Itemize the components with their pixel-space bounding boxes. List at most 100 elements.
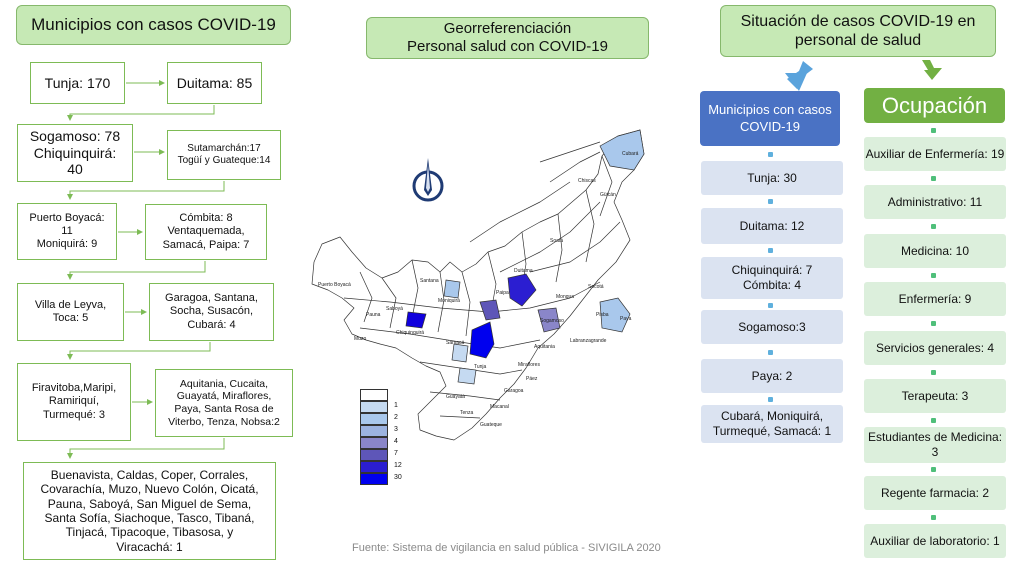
map-label-labranzagrande: Labranzagrande	[570, 338, 607, 344]
region-cubara	[599, 129, 645, 171]
region-sogamoso	[537, 307, 561, 333]
connector-dot	[931, 321, 936, 326]
legend-swatch	[360, 389, 388, 401]
municipios-title: Municipios con casos COVID-19	[16, 5, 291, 45]
map-label-guateque: Guateque	[480, 422, 502, 428]
map-label-tenza: Tenza	[460, 410, 474, 416]
legend-label: 3	[394, 426, 398, 433]
municipio-chiquinquira-combita: Chiquinquirá: 7 Cómbita: 4	[701, 257, 843, 299]
ocupacion-regente-farmacia: Regente farmacia: 2	[864, 476, 1006, 510]
connector-dot	[931, 273, 936, 278]
map-label-chiscas: Chiscas	[578, 178, 596, 184]
box-puerto-boyaca: Puerto Boyacá: 11 Moniquirá: 9	[17, 203, 117, 260]
legend-label: 4	[394, 438, 398, 445]
region-paya	[599, 297, 631, 333]
source-caption: Fuente: Sistema de vigilancia en salud p…	[352, 542, 661, 554]
connector-dot	[768, 152, 773, 157]
municipio-tunja: Tunja: 30	[701, 161, 843, 195]
legend-label: 30	[394, 474, 402, 481]
ocupacion-servicios-generales: Servicios generales: 4	[864, 331, 1006, 365]
map-label-guayata: Guayatá	[446, 394, 465, 400]
ocupacion-terapeuta: Terapeuta: 3	[864, 379, 1006, 413]
box-sogamoso-chiquinquira: Sogamoso: 78 Chiquinquirá: 40	[17, 124, 133, 182]
region-chiquinquira	[405, 311, 427, 329]
box-combita: Cómbita: 8 Ventaquemada, Samacá, Paipa: …	[145, 204, 267, 260]
map-label-cubara: Cubará	[622, 151, 639, 157]
region-duitama	[507, 273, 537, 307]
connector-dot	[768, 199, 773, 204]
region-moniquira	[443, 279, 461, 299]
connector-dot	[931, 176, 936, 181]
legend-swatch	[360, 413, 388, 425]
map-label-muzo: Muzo	[354, 336, 366, 342]
map-label-paez: Páez	[526, 376, 538, 382]
legend-label: 7	[394, 450, 398, 457]
connector-dot	[768, 303, 773, 308]
connector-dot	[931, 418, 936, 423]
municipios-header: Municipios con casos COVID-19	[700, 91, 840, 146]
region-combita	[479, 299, 501, 321]
map-label-sogamoso: Sogamoso	[540, 318, 564, 324]
legend-swatch	[360, 449, 388, 461]
map-label-saboya: Saboyá	[386, 306, 403, 312]
legend-swatch	[360, 473, 388, 485]
map-label-santana: Santana	[420, 278, 439, 284]
map-label-socota: Socotá	[588, 284, 604, 290]
municipio-paya: Paya: 2	[701, 359, 843, 393]
connector-dot	[768, 248, 773, 253]
ocupacion-administrativo: Administrativo: 11	[864, 185, 1006, 219]
connector-dot	[931, 128, 936, 133]
map-label-samaca: Samacá	[446, 340, 465, 346]
map-label-aquitania: Aquitania	[534, 344, 555, 350]
map-label-mongua: Mongua	[556, 294, 574, 300]
map-label-miraflores: Miraflores	[518, 362, 540, 368]
legend-label: 1	[394, 402, 398, 409]
box-duitama: Duitama: 85	[167, 62, 262, 104]
green-down-arrow-icon	[922, 60, 942, 80]
north-compass-icon	[412, 158, 444, 202]
region-tunja	[469, 321, 495, 359]
municipio-duitama: Duitama: 12	[701, 208, 843, 244]
legend-label: 2	[394, 414, 398, 421]
municipio-sogamoso: Sogamoso:3	[701, 310, 843, 344]
map-label-paya: Paya	[620, 316, 632, 322]
left-connectors	[67, 80, 225, 459]
municipio-cubara-group: Cubará, Moniquirá, Turmequé, Samacá: 1	[701, 405, 843, 443]
box-tunja: Tunja: 170	[30, 62, 125, 104]
map-label-moniquira: Moniquirá	[438, 298, 460, 304]
georreferenciacion-title: Georreferenciación Personal salud con CO…	[366, 17, 649, 59]
boyaca-outline	[311, 129, 645, 441]
box-one-case-municipios: Buenavista, Caldas, Coper, Corrales, Cov…	[23, 462, 276, 560]
map-label-pisba: Pisba	[596, 312, 609, 318]
map-label-garagoa: Garagoa	[504, 388, 524, 394]
legend-swatch	[360, 461, 388, 473]
ocupacion-estudiantes-medicina: Estudiantes de Medicina: 3	[864, 427, 1006, 463]
map-label-tunja: Tunja	[474, 364, 487, 370]
map-label-guican: Güicán	[600, 192, 616, 198]
map-label-paipa: Paipa	[496, 290, 509, 296]
map-label-pauna: Pauna	[366, 312, 381, 318]
map-legend: 1 2 3 4 7 12 30	[360, 389, 406, 487]
box-garagoa: Garagoa, Santana, Socha, Susacón, Cubará…	[149, 283, 274, 341]
ocupacion-medicina: Medicina: 10	[864, 234, 1006, 268]
box-villa-leyva: Villa de Leyva, Toca: 5	[17, 283, 124, 341]
map-label-chiquinquira: Chiquinquirá	[396, 330, 424, 336]
ocupacion-enfermeria: Enfermería: 9	[864, 282, 1006, 316]
box-aquitania: Aquitania, Cucaita, Guayatá, Miraflores,…	[155, 369, 293, 437]
connector-dot	[931, 224, 936, 229]
ocupacion-aux-laboratorio: Auxiliar de laboratorio: 1	[864, 524, 1006, 558]
connector-dot	[931, 467, 936, 472]
region-samaca	[451, 343, 469, 363]
situacion-title: Situación de casos COVID-19 en personal …	[720, 5, 996, 57]
map-label-macanal: Macanal	[490, 404, 509, 410]
box-sutamarchan: Sutamarchán:17 Togüí y Guateque:14	[167, 130, 281, 180]
ocupacion-aux-enfermeria: Auxiliar de Enfermería: 19	[864, 137, 1006, 171]
connector-dot	[931, 370, 936, 375]
connector-dot	[931, 515, 936, 520]
connector-dot	[768, 350, 773, 355]
region-turmeque	[457, 367, 477, 385]
legend-swatch	[360, 425, 388, 437]
connector-dot	[768, 397, 773, 402]
legend-swatch	[360, 401, 388, 413]
boyaca-map: Cubará Chiscas Güicán Puerto Boyacá Labr…	[311, 129, 645, 441]
